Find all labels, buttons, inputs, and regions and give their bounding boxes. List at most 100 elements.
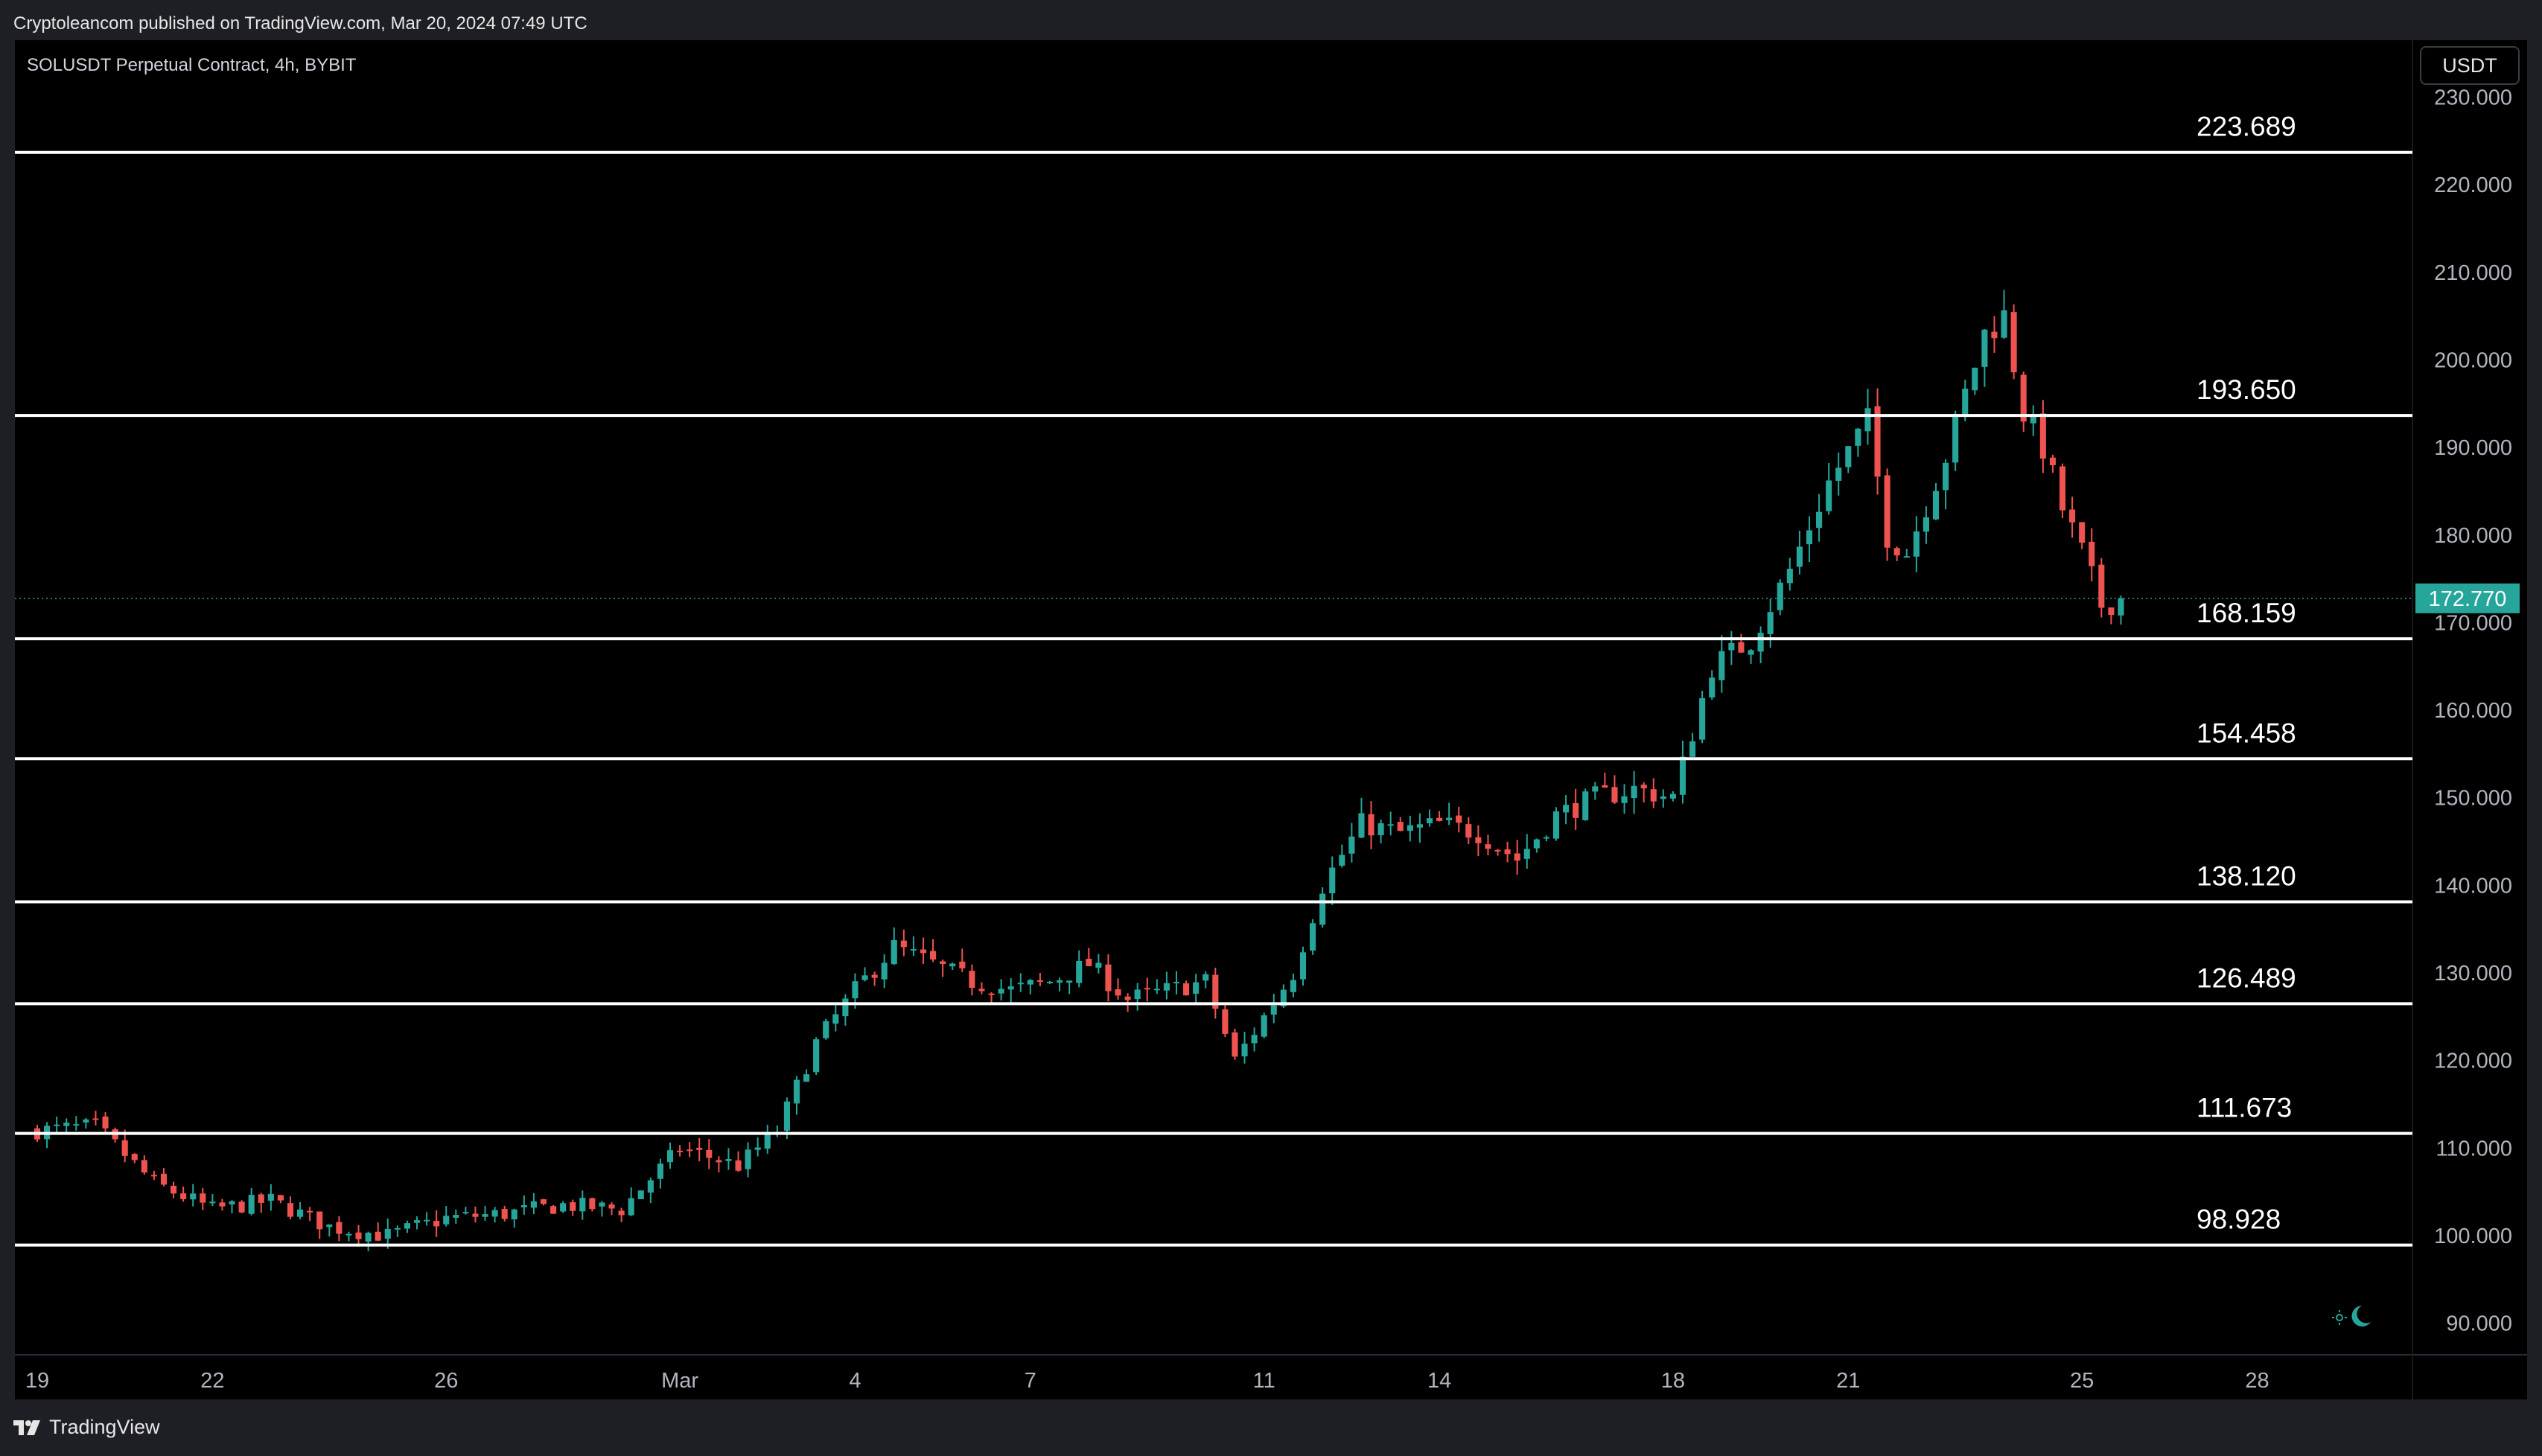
last-price-tag-label: 172.770 [2429, 587, 2507, 611]
x-tick-label: 22 [200, 1369, 224, 1393]
candle-body [891, 939, 897, 965]
candle [1465, 817, 1472, 845]
candle [491, 1207, 498, 1223]
x-tick-label: 4 [849, 1369, 861, 1393]
candle-body [1407, 825, 1413, 831]
candle-body [1076, 960, 1083, 983]
candle [1134, 983, 1141, 1011]
candle [54, 1116, 60, 1134]
candle-body [1660, 796, 1666, 799]
candle [1631, 770, 1637, 814]
candle [1105, 954, 1112, 1002]
candle [1563, 795, 1570, 825]
x-tick-label: 21 [1836, 1369, 1860, 1393]
candle-body [599, 1202, 605, 1207]
candle [2069, 496, 2076, 538]
candle-body [1319, 893, 1326, 925]
candle-body [2030, 415, 2036, 424]
theme-toggle-icon[interactable] [2329, 1301, 2374, 1331]
candle-body [102, 1116, 109, 1128]
candle-body [1679, 756, 1686, 795]
candle-body [1699, 697, 1706, 740]
candle-body [1124, 996, 1131, 1000]
candle-body [1991, 331, 1998, 339]
candle-body [998, 989, 1004, 994]
candle-body [1017, 983, 1024, 985]
candle-body [793, 1079, 800, 1104]
chart-panel[interactable] [15, 40, 2527, 1399]
level-label: 126.489 [2197, 962, 2296, 993]
candle [1786, 558, 1793, 591]
candle-body [1845, 446, 1852, 467]
symbol-title: SOLUSDT Perpetual Contract, 4h, BYBIT [27, 55, 357, 75]
candle-body [73, 1124, 80, 1126]
candle [949, 962, 956, 971]
tradingview-brand[interactable]: TradingView [13, 1416, 160, 1439]
candle [1611, 775, 1618, 804]
candle [1251, 1027, 1258, 1052]
candle-body [813, 1039, 820, 1073]
candle [277, 1195, 284, 1204]
candle [1943, 459, 1949, 510]
candle [1669, 791, 1676, 802]
candle-body [1533, 839, 1540, 849]
candle-body [677, 1150, 684, 1152]
candle-body [1816, 511, 1823, 529]
candle [1728, 630, 1735, 665]
candle-body [1874, 406, 1881, 477]
candle [2108, 607, 2115, 625]
candle [1446, 802, 1453, 826]
candle [1007, 978, 1014, 1003]
candle [160, 1168, 168, 1187]
candle-body [1543, 837, 1549, 839]
candle-body [171, 1185, 177, 1194]
level-label: 168.159 [2197, 598, 2296, 628]
candle-body [2020, 374, 2027, 422]
candle-body [842, 998, 849, 1017]
bottom-bar [0, 1399, 2542, 1456]
currency-button[interactable]: USDT [2420, 46, 2520, 85]
candle [1621, 784, 1628, 814]
candle [637, 1190, 644, 1200]
candle-body [560, 1203, 567, 1212]
candle-body [1748, 650, 1754, 655]
candle-body [491, 1210, 498, 1217]
candle-body [1728, 642, 1735, 651]
candle-body [1105, 964, 1112, 992]
candle [2039, 400, 2046, 473]
candle-body [1602, 785, 1608, 788]
candle [1893, 546, 1900, 561]
candle [267, 1184, 274, 1211]
candle [1543, 835, 1549, 842]
candle-body [355, 1232, 362, 1239]
candle [861, 967, 868, 982]
candle [326, 1224, 333, 1237]
candle [1057, 977, 1063, 992]
candle [131, 1153, 138, 1163]
candle-body [579, 1198, 586, 1212]
y-tick-label: 200.000 [2434, 348, 2512, 372]
candle-body [930, 951, 937, 960]
candle [881, 954, 888, 989]
last-price-tag-bg [2415, 583, 2520, 613]
candle [1903, 549, 1910, 558]
candle-body [424, 1219, 430, 1222]
level-label: 154.458 [2197, 718, 2296, 748]
candle-body [1446, 817, 1453, 820]
candle [1407, 815, 1413, 842]
candle-body [1563, 805, 1570, 813]
candle-body [530, 1201, 537, 1208]
candle [793, 1076, 800, 1115]
candle-body [628, 1198, 634, 1216]
candle [1679, 740, 1686, 804]
candle [1475, 825, 1482, 857]
candle-body [131, 1154, 138, 1160]
candle [453, 1209, 459, 1224]
candle [1884, 468, 1890, 561]
candle [102, 1112, 109, 1133]
candle-body [735, 1160, 742, 1171]
candle [1806, 516, 1813, 563]
candle [1339, 844, 1345, 868]
tradingview-logo-icon [13, 1420, 40, 1435]
